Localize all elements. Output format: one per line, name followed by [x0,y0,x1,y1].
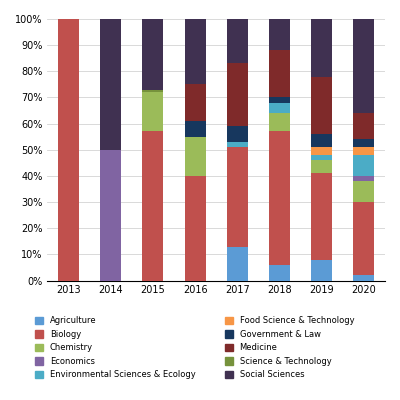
Bar [311,134,332,147]
Bar [311,173,332,260]
Bar [227,64,248,126]
Bar [353,147,374,155]
Bar [227,147,248,246]
Bar [227,142,248,147]
Bar [269,19,290,50]
Bar [100,19,121,150]
Bar [311,260,332,280]
Bar [142,132,164,280]
Bar [142,90,164,92]
Bar [269,50,290,98]
Bar [100,150,121,280]
Bar [353,113,374,139]
Bar [353,202,374,275]
Bar [184,84,206,121]
Bar [353,155,374,176]
Bar [311,160,332,173]
Bar [353,275,374,280]
Bar [311,147,332,155]
Bar [311,76,332,134]
Bar [353,176,374,181]
Bar [311,155,332,160]
Legend: Agriculture, Biology, Chemistry, Economics, Environmental Sciences & Ecology, Fo: Agriculture, Biology, Chemistry, Economi… [35,316,354,380]
Bar [311,19,332,76]
Bar [184,121,206,137]
Bar [184,176,206,280]
Bar [142,92,164,132]
Bar [58,19,79,280]
Bar [269,265,290,280]
Bar [227,19,248,64]
Bar [269,113,290,132]
Bar [269,98,290,103]
Bar [353,139,374,147]
Bar [184,19,206,84]
Bar [227,246,248,280]
Bar [353,19,374,113]
Bar [269,103,290,113]
Bar [269,132,290,265]
Bar [227,126,248,142]
Bar [353,181,374,202]
Bar [184,137,206,176]
Bar [142,19,164,90]
